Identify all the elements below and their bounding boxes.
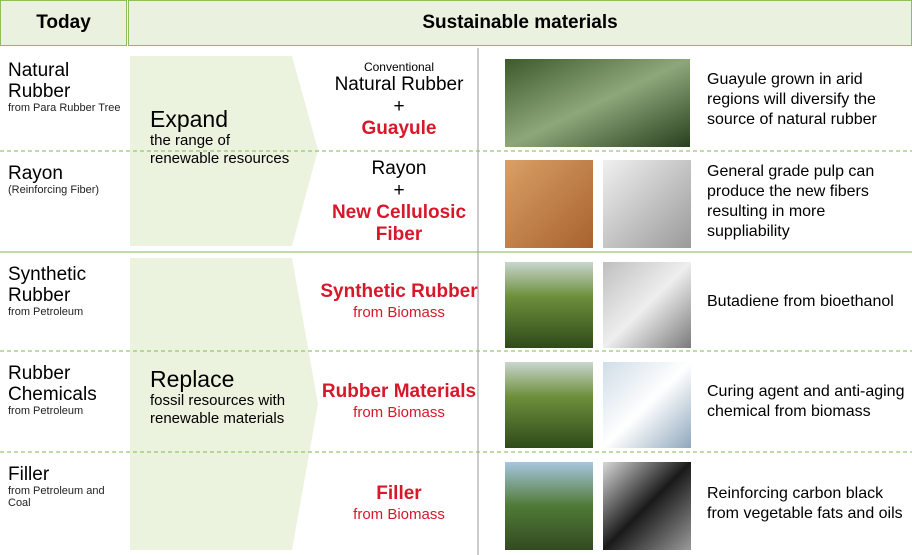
group-text: fossil resources with renewable material… (150, 392, 300, 428)
today-name: Filler (8, 464, 123, 485)
plus-sign: + (393, 96, 404, 118)
description: Reinforcing carbon black from vegetable … (707, 452, 912, 555)
photo (505, 362, 593, 448)
description: Curing agent and anti-aging chemical fro… (707, 351, 912, 452)
today-source: from Para Rubber Tree (8, 102, 123, 114)
group-replace: Replace fossil resources with renewable … (150, 366, 300, 428)
material-note: Conventional (364, 60, 434, 74)
today-source: from Petroleum (8, 306, 123, 318)
photo (603, 160, 691, 248)
new-material: Filler (376, 483, 421, 505)
today-name: Synthetic Rubber (8, 264, 123, 306)
today-name: Rubber Chemicals (8, 363, 123, 405)
new-material: Guayule (362, 118, 437, 140)
material-source: from Biomass (353, 303, 445, 323)
photo (505, 160, 593, 248)
material-cell: Rayon+New Cellulosic Fiber (320, 151, 478, 252)
group-text: the range of renewable resources (150, 132, 300, 168)
material-name: Natural Rubber (335, 74, 464, 96)
material-source: from Biomass (353, 403, 445, 423)
page: Today Sustainable materials Expand (0, 0, 912, 555)
today-name: Natural Rubber (8, 60, 123, 102)
description: General grade pulp can produce the new f… (707, 151, 912, 252)
group-title: Replace (150, 366, 300, 392)
description: Guayule grown in arid regions will diver… (707, 48, 912, 151)
new-material: New Cellulosic Fiber (320, 202, 478, 246)
plus-sign: + (393, 180, 404, 202)
photo (505, 262, 593, 348)
photo (603, 362, 691, 448)
material-name: Rayon (372, 158, 427, 180)
material-source: from Biomass (353, 505, 445, 525)
group-title: Expand (150, 106, 300, 132)
new-material: Synthetic Rubber (320, 281, 477, 303)
today-cell: Rayon(Reinforcing Fiber) (8, 163, 123, 196)
photo (603, 462, 691, 550)
today-source: (Reinforcing Fiber) (8, 184, 123, 196)
photo (505, 59, 690, 147)
today-source: from Petroleum (8, 405, 123, 417)
group-expand: Expand the range of renewable resources (150, 106, 300, 168)
photo (603, 262, 691, 348)
photo (505, 462, 593, 550)
today-source: from Petroleum and Coal (8, 485, 123, 509)
new-material: Rubber Materials (322, 381, 476, 403)
description: Butadiene from bioethanol (707, 252, 912, 351)
today-name: Rayon (8, 163, 123, 184)
